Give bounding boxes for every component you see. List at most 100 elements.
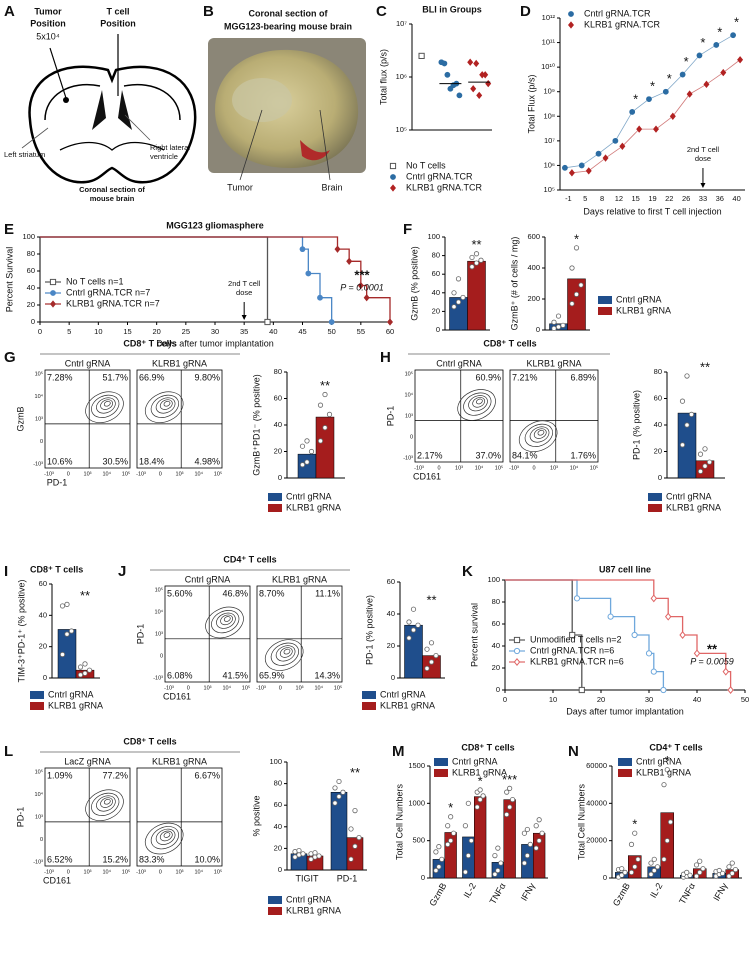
label: Tumor — [227, 182, 253, 192]
data-point — [687, 872, 693, 878]
y-tick-label: 10³ — [35, 814, 43, 820]
plot-frame — [256, 585, 343, 683]
x-tick-label: 10³ — [84, 869, 92, 875]
x-tick-label: 0 — [159, 869, 162, 875]
x-tick-label: 25 — [182, 327, 190, 336]
legend-swatch — [362, 702, 376, 710]
survival-point — [650, 668, 657, 675]
y-axis-label: GzmB — [15, 406, 25, 431]
x-tick-label: GzmB — [611, 881, 632, 908]
x-tick-label: TNFα — [488, 881, 508, 906]
x-tick-label: GzmB — [427, 881, 448, 908]
panel-letter: M — [392, 743, 405, 760]
data-point — [436, 844, 442, 850]
significance: ** — [700, 359, 710, 374]
bar — [57, 629, 77, 679]
x-tick-label: 10 — [549, 695, 557, 704]
x-tick-label: 8 — [600, 194, 604, 203]
y-axis-label: PD-1 — [15, 807, 25, 828]
x-axis-label: Days after tumor implantation — [566, 706, 684, 716]
plot-label: KLRB1 gRNA — [152, 358, 207, 368]
significance: ** — [426, 593, 436, 608]
x-tick-label: 10⁴ — [315, 684, 324, 691]
pointer — [49, 47, 67, 99]
y-tick-label: 60 — [274, 393, 282, 402]
data-point — [322, 391, 328, 398]
data-point — [619, 872, 625, 878]
label: Right lateral — [150, 143, 190, 152]
data-point — [619, 142, 626, 150]
data-point — [485, 79, 492, 88]
contour — [103, 798, 111, 805]
x-tick-label: 10³ — [204, 685, 212, 691]
data-point — [296, 847, 302, 854]
y-tick-label: 20 — [654, 446, 662, 455]
data-point — [602, 154, 609, 162]
survival-point — [660, 686, 667, 694]
contour — [163, 832, 171, 838]
data-point — [300, 851, 306, 857]
survival-point — [264, 318, 271, 326]
legend-label: No T cells n=1 — [66, 276, 123, 286]
quadrant-label: 77.2% — [102, 770, 128, 780]
title: MGG123-bearing mouse brain — [224, 21, 352, 31]
data-point — [308, 856, 314, 862]
data-point — [480, 793, 486, 799]
data-point — [498, 860, 504, 866]
data-point — [702, 446, 708, 452]
y-tick-label: 10⁴ — [155, 608, 164, 615]
contour — [103, 400, 111, 407]
data-point — [539, 830, 545, 836]
x-tick-label: IL-2 — [462, 881, 478, 899]
x-axis-label: CD161 — [413, 471, 441, 481]
y-axis-label: PD-1 (% positive) — [364, 595, 374, 665]
contour — [275, 645, 296, 662]
data-point — [59, 651, 66, 658]
contour — [85, 391, 124, 424]
quadrant-label: 30.5% — [102, 456, 128, 466]
legend-label: KLRB1 gRNA.TCR — [406, 182, 483, 192]
x-tick-label: 12 — [615, 194, 623, 203]
significance: * — [665, 753, 670, 768]
panel-letter: H — [380, 349, 391, 366]
chart-title: MGG123 gliomasphere — [166, 220, 264, 230]
y-tick-label: 60000 — [586, 761, 607, 770]
x-tick-label: 60 — [386, 327, 394, 336]
significance: * — [700, 35, 705, 50]
contour — [144, 822, 184, 855]
y-axis-label: % positive — [251, 795, 261, 836]
data-point — [720, 68, 727, 77]
annotation: 2nd T cell — [687, 145, 720, 154]
data-point — [664, 838, 670, 844]
data-point — [460, 294, 466, 301]
legend-label: Cntrl gRNA — [452, 756, 498, 766]
x-tick-label: 0 — [159, 471, 162, 477]
survival-point — [317, 294, 323, 301]
data-point — [578, 282, 584, 288]
y-tick-label: 10⁵ — [405, 370, 413, 377]
data-point — [469, 264, 475, 270]
plot-label: Cntrl gRNA — [436, 358, 482, 368]
data-point — [679, 398, 686, 404]
x-tick-label: 10³ — [455, 465, 463, 471]
y-tick-label: 10¹⁰ — [541, 62, 555, 71]
data-point — [448, 814, 454, 820]
significance: * — [478, 773, 483, 788]
data-point — [632, 864, 638, 870]
bar — [677, 412, 697, 479]
data-point — [478, 257, 484, 263]
x-tick-label: 0 — [437, 465, 440, 471]
survival-point — [357, 281, 364, 290]
quadrant-label: 6.67% — [194, 770, 220, 780]
data-point — [304, 459, 310, 465]
data-point — [686, 90, 693, 98]
data-point — [524, 826, 530, 833]
x-tick-label: 19 — [648, 194, 656, 203]
data-point — [729, 870, 735, 876]
bar — [346, 837, 364, 871]
arrow-head — [241, 315, 247, 320]
y-tick-label: 40 — [387, 609, 395, 618]
significance: * — [633, 91, 638, 106]
y-tick-label: 10⁷ — [544, 136, 555, 145]
y-tick-label: 0 — [278, 473, 282, 482]
